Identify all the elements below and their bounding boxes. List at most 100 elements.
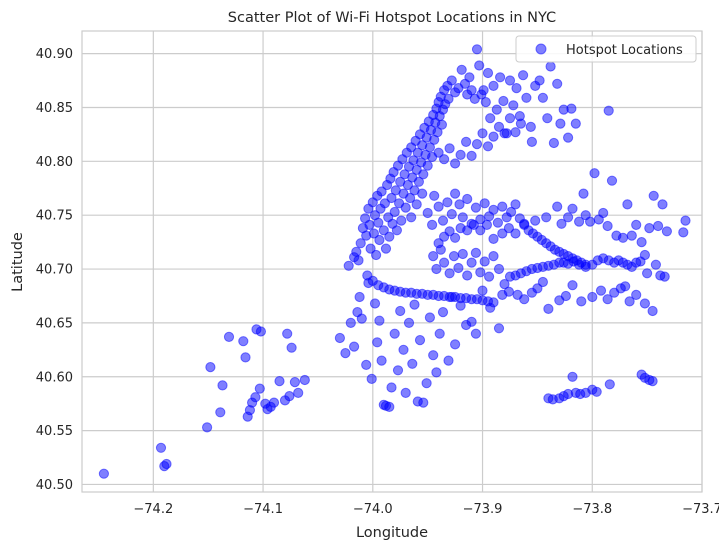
- hotspot-point: [475, 214, 486, 225]
- hotspot-point: [284, 391, 295, 402]
- hotspot-point: [400, 202, 411, 213]
- hotspot-point: [477, 128, 488, 139]
- hotspot-point: [376, 355, 387, 366]
- hotspot-point: [366, 373, 377, 384]
- hotspot-point: [552, 201, 563, 212]
- hotspot-point: [563, 132, 574, 143]
- hotspot-point: [374, 315, 385, 326]
- hotspot-point: [402, 179, 413, 191]
- hotspot-point: [508, 100, 519, 111]
- hotspot-point: [636, 237, 647, 248]
- y-tick-label: 40.50: [36, 478, 73, 493]
- hotspot-point: [286, 342, 297, 353]
- hotspot-point: [356, 313, 367, 324]
- hotspot-point: [389, 328, 400, 339]
- hotspot-point: [437, 215, 449, 226]
- hotspot-point: [537, 276, 549, 288]
- hotspot-point: [343, 260, 354, 271]
- hotspot-point: [532, 283, 543, 294]
- hotspot-point: [595, 285, 607, 296]
- hotspot-point: [407, 358, 418, 369]
- hotspot-point: [560, 290, 572, 302]
- hotspot-point: [268, 397, 280, 408]
- hotspot-point: [353, 255, 364, 266]
- hotspot-point: [349, 341, 360, 352]
- hotspot-point: [659, 271, 670, 282]
- hotspot-point: [364, 219, 375, 230]
- hotspot-point: [223, 331, 235, 342]
- hotspot-point: [644, 223, 655, 234]
- hotspot-point: [650, 259, 662, 270]
- hotspot-point: [567, 280, 578, 291]
- hotspot-point: [155, 442, 167, 453]
- hotspot-point: [389, 206, 400, 218]
- hotspot-point: [455, 149, 466, 160]
- x-tick-label: −73.7: [682, 502, 719, 517]
- hotspot-point: [493, 121, 505, 133]
- x-tick-labels: −74.2 −74.1 −74.0 −73.9 −73.8 −73.7: [133, 502, 719, 517]
- hotspot-point: [624, 296, 635, 307]
- hotspot-point: [471, 44, 483, 55]
- hotspot-point: [488, 131, 499, 142]
- hotspot-point: [202, 422, 213, 433]
- x-tick-label: −73.9: [463, 502, 503, 517]
- hotspot-point: [373, 217, 384, 228]
- hotspot-point: [680, 215, 691, 226]
- hotspot-point: [468, 219, 479, 230]
- hotspot-point: [555, 118, 566, 129]
- hotspot-point: [274, 376, 285, 387]
- hotspot-point: [361, 359, 372, 370]
- hotspot-point: [587, 291, 598, 303]
- hotspot-point: [499, 279, 510, 290]
- hotspot-point: [526, 136, 538, 147]
- hotspot-point: [511, 83, 522, 94]
- hotspot-point: [400, 387, 411, 398]
- hotspot-point: [622, 199, 633, 210]
- hotspot-point: [396, 215, 407, 226]
- hotspot-point: [446, 209, 457, 220]
- hotspot-point: [479, 198, 490, 209]
- hotspot-point: [545, 61, 556, 72]
- hotspot-point: [418, 169, 429, 180]
- hotspot-point: [432, 127, 443, 138]
- hotspot-point: [461, 136, 472, 147]
- hotspot-point: [510, 199, 521, 210]
- hotspot-point: [534, 75, 545, 86]
- chart-title: Scatter Plot of Wi-Fi Hotspot Locations …: [228, 10, 556, 26]
- hotspot-point: [215, 407, 226, 418]
- y-tick-label: 40.70: [36, 263, 73, 278]
- hotspot-point: [647, 305, 658, 317]
- hotspot-point: [647, 376, 658, 387]
- hotspot-point: [498, 95, 509, 107]
- hotspot-point: [503, 223, 514, 234]
- y-axis-title: Latitude: [10, 232, 26, 292]
- hotspot-point: [444, 226, 455, 237]
- hotspot-point: [488, 80, 499, 92]
- y-tick-labels: 40.50 40.55 40.60 40.65 40.70 40.75 40.80 40.85…: [36, 47, 73, 493]
- hotspot-point: [446, 75, 457, 86]
- hotspot-point: [450, 188, 461, 199]
- hotspot-point: [466, 150, 477, 161]
- hotspot-point: [603, 105, 614, 116]
- hotspot-point: [488, 251, 499, 262]
- hotspot-point: [530, 215, 541, 226]
- hotspot-point: [371, 249, 382, 261]
- hotspot-point: [442, 197, 453, 208]
- hotspot-point: [355, 238, 366, 249]
- hotspot-point: [566, 103, 577, 114]
- hotspot-point: [424, 142, 435, 153]
- hotspot-point: [205, 362, 216, 373]
- hotspot-point: [444, 268, 455, 279]
- hotspot-point: [488, 233, 499, 244]
- hotspot-point: [497, 201, 508, 212]
- hotspot-point: [478, 85, 489, 96]
- hotspot-point: [161, 458, 172, 470]
- hotspot-point: [368, 228, 379, 239]
- hotspot-point: [642, 268, 653, 279]
- hotspot-point: [422, 207, 433, 219]
- hotspot-point: [369, 298, 381, 309]
- hotspot-point: [439, 257, 450, 268]
- hotspot-point: [631, 219, 642, 230]
